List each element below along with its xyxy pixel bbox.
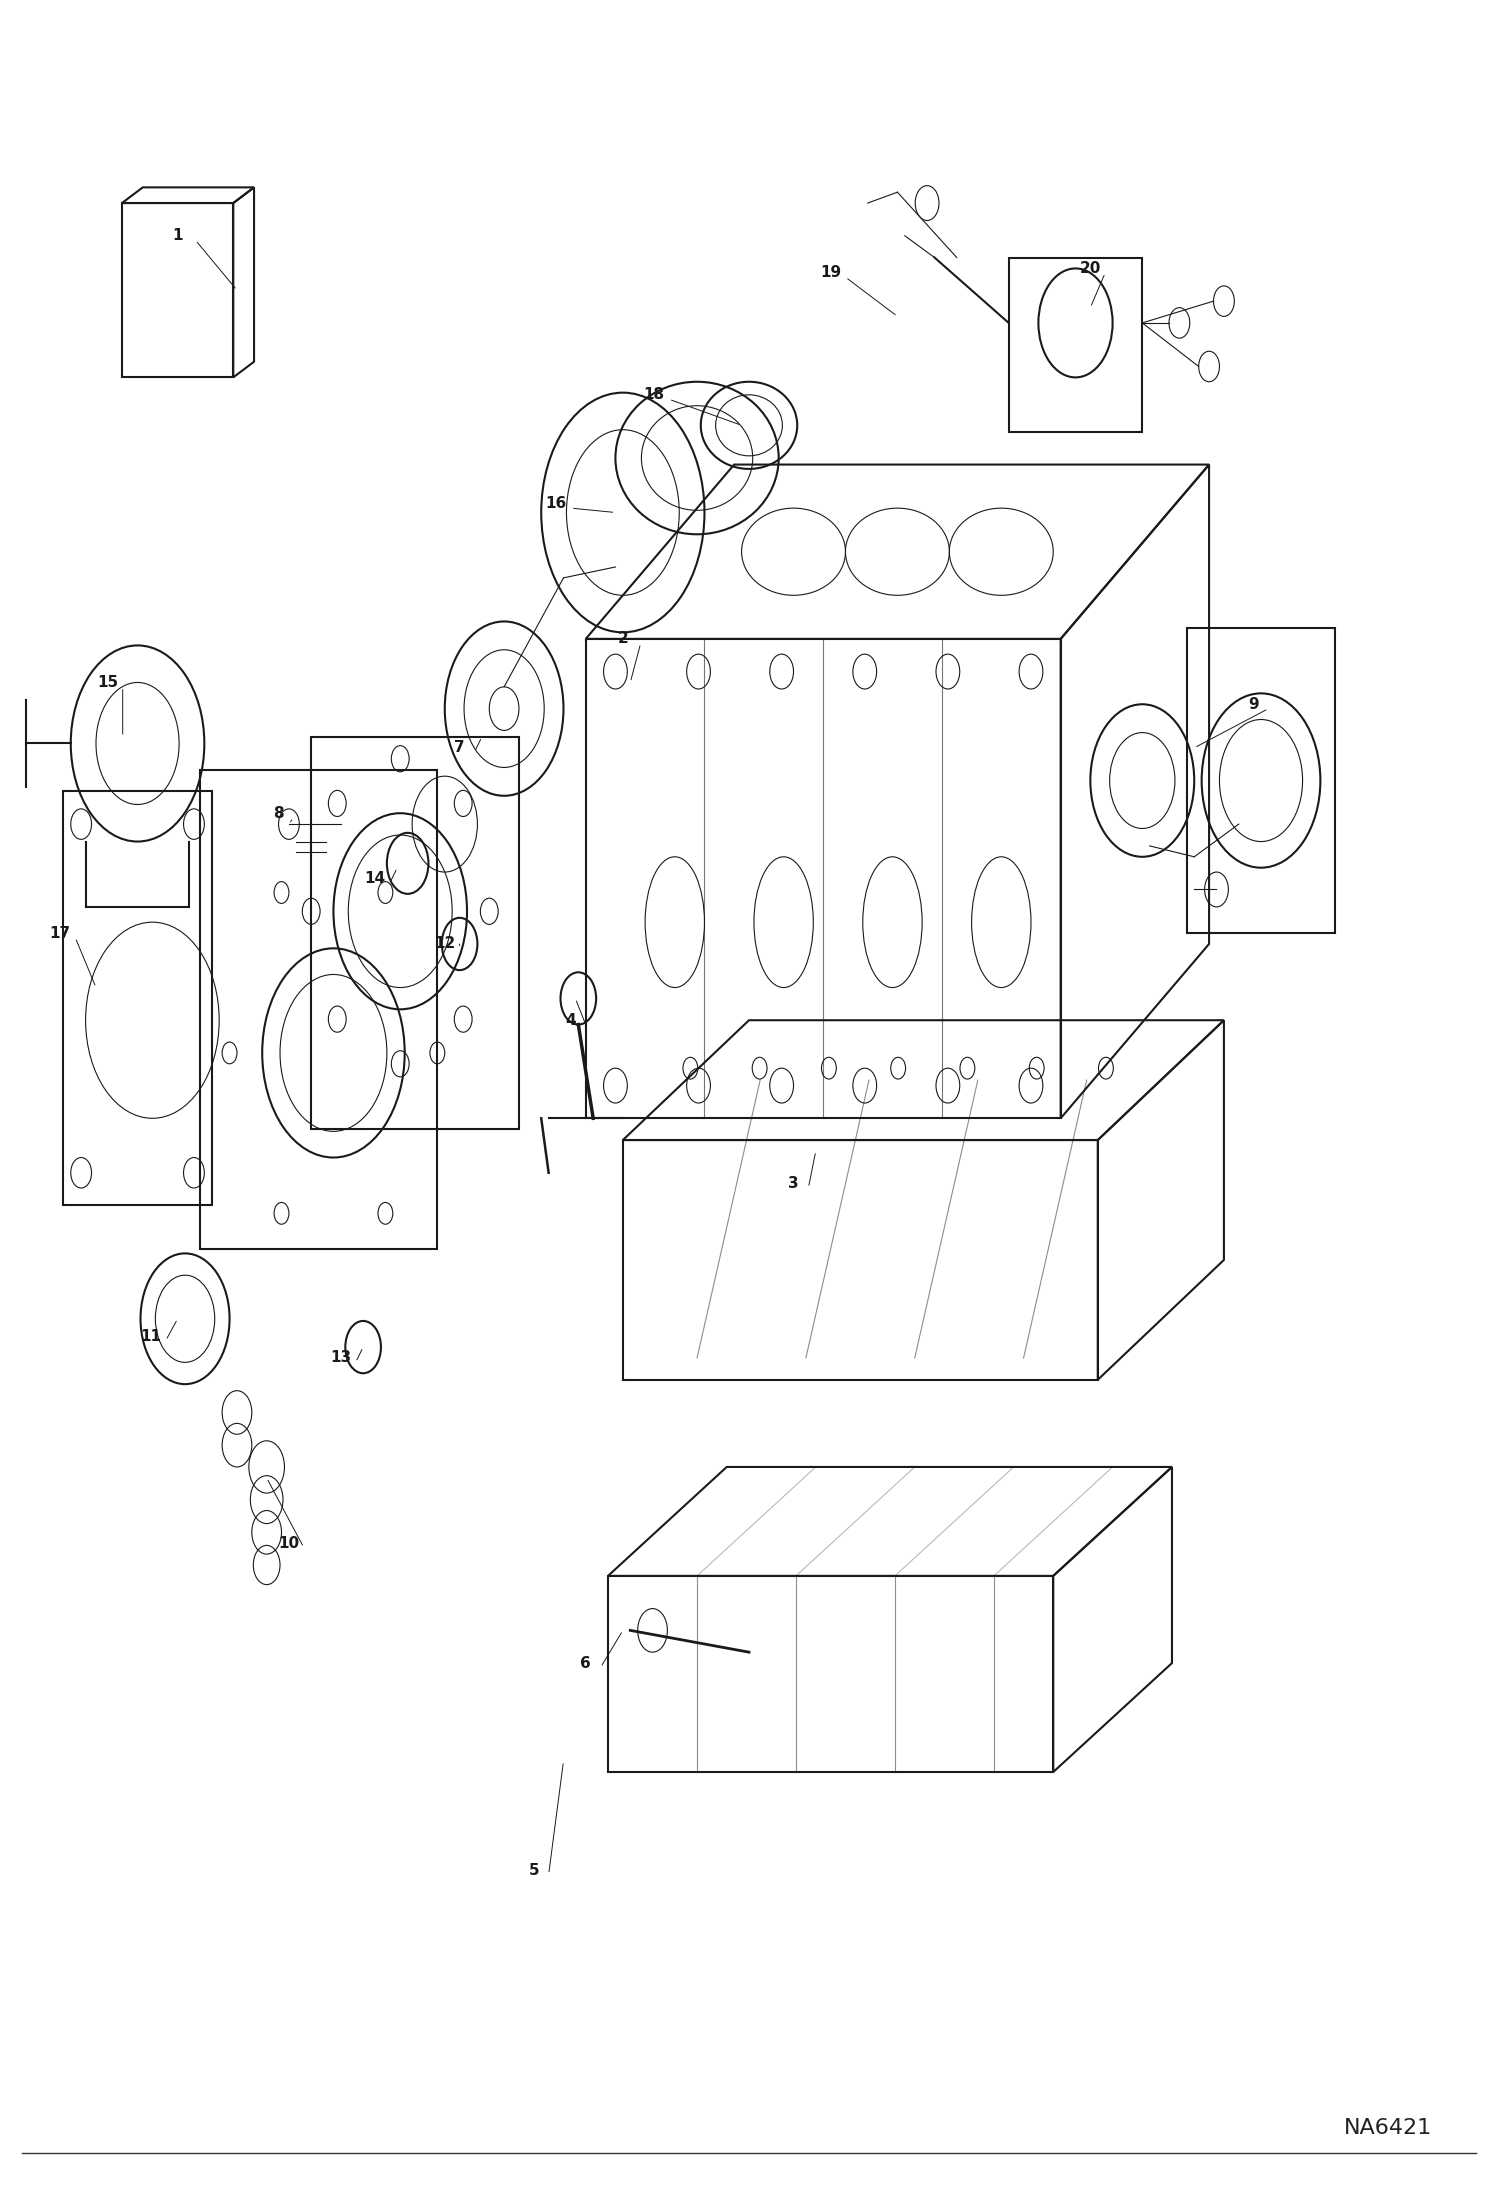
Text: 12: 12 [434, 936, 455, 952]
Text: 5: 5 [529, 1862, 539, 1877]
Text: 1: 1 [172, 228, 183, 243]
Text: NA6421: NA6421 [1344, 2118, 1432, 2138]
Text: 6: 6 [580, 1656, 592, 1671]
Text: 2: 2 [617, 632, 628, 647]
Text: 10: 10 [279, 1535, 300, 1550]
Text: 3: 3 [788, 1175, 798, 1191]
Text: 15: 15 [97, 675, 118, 691]
Text: 9: 9 [1248, 697, 1258, 713]
Text: 7: 7 [454, 741, 464, 754]
Text: 11: 11 [141, 1329, 162, 1344]
Text: 14: 14 [364, 871, 385, 886]
Text: 13: 13 [330, 1351, 352, 1366]
Text: 18: 18 [644, 388, 665, 401]
Text: 16: 16 [545, 496, 566, 511]
Text: 19: 19 [819, 265, 842, 281]
Text: 17: 17 [49, 925, 70, 941]
Text: 4: 4 [566, 1013, 577, 1029]
Text: 20: 20 [1080, 261, 1101, 276]
Text: 8: 8 [273, 805, 283, 820]
